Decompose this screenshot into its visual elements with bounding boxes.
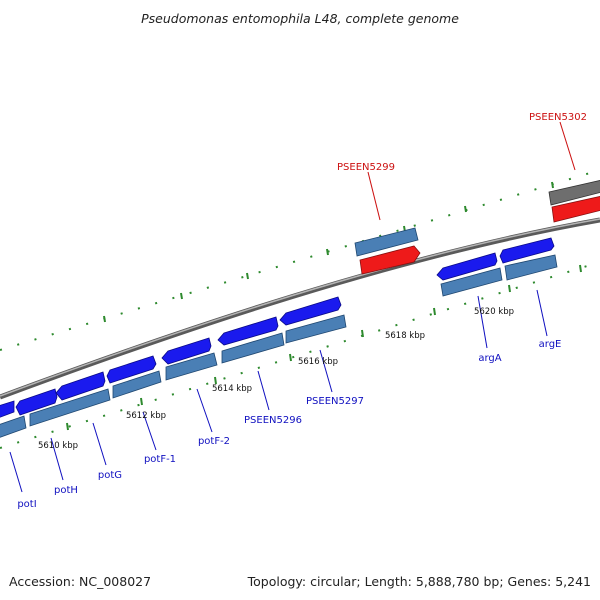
gene-arrow[interactable] (106, 355, 157, 384)
gene-arrow[interactable] (436, 252, 498, 281)
gene-label-arga[interactable]: argA (478, 353, 501, 364)
map-title: Pseudomonas entomophila L48, complete ge… (141, 11, 459, 26)
scale-label: 5616 kbp (298, 357, 338, 367)
steel-genes (0, 227, 558, 438)
scale-label: 5612 kbp (126, 411, 166, 421)
gene-label-potf-2[interactable]: potF-2 (198, 436, 230, 447)
gene-arrow[interactable] (504, 254, 558, 281)
gene-label-pseen5299[interactable]: PSEEN5299 (337, 162, 395, 173)
outer-tick-track (0, 169, 600, 351)
gene-arrow[interactable] (29, 388, 111, 427)
genome-backbone (0, 217, 600, 400)
gene-arrow[interactable] (161, 337, 212, 365)
gene-arrow[interactable] (354, 227, 419, 257)
gene-label-pseen5302[interactable]: PSEEN5302 (529, 112, 587, 123)
genome-backbone-highlight (0, 218, 600, 397)
scale-label: 5610 kbp (38, 441, 78, 451)
gene-label-poth[interactable]: potH (54, 485, 78, 496)
scale-label: 5614 kbp (212, 384, 252, 394)
gene-labels: potI potH potG potF-1 potF-2 PSEEN5296 P… (17, 112, 587, 510)
gene-arrow[interactable] (221, 332, 285, 364)
gene-arrow[interactable] (285, 314, 347, 344)
label-leaders (9, 289, 548, 493)
inner-tick-track (0, 261, 600, 449)
gene-arrow-pseen5299[interactable] (359, 245, 421, 275)
gene-label-arge[interactable]: argE (539, 339, 562, 350)
forward-genes (0, 237, 555, 418)
scale-label: 5620 kbp (474, 307, 514, 317)
gene-arrow[interactable] (0, 415, 27, 438)
gene-arrow[interactable] (440, 267, 503, 297)
gene-arrow-gray[interactable] (548, 180, 600, 206)
gene-arrow[interactable] (15, 388, 58, 416)
gene-arrow[interactable] (279, 296, 342, 326)
scale-labels: 5610 kbp 5612 kbp 5614 kbp 5616 kbp 5618… (38, 307, 514, 451)
accession-text: Accession: NC_008027 (9, 574, 151, 589)
genome-summary-text: Topology: circular; Length: 5,888,780 bp… (247, 574, 591, 589)
gene-arrow[interactable] (499, 237, 555, 264)
gene-arrow[interactable] (55, 371, 106, 401)
highlighted-genes (359, 180, 600, 275)
red-label-leaders (367, 121, 576, 221)
gene-arrow-pseen5302[interactable] (551, 196, 600, 223)
gene-label-pseen5296[interactable]: PSEEN5296 (244, 415, 302, 426)
gene-arrow[interactable] (165, 352, 218, 381)
gene-arrow[interactable] (0, 400, 15, 418)
gene-label-pseen5297[interactable]: PSEEN5297 (306, 396, 364, 407)
gene-arrow[interactable] (112, 370, 162, 399)
gene-label-potg[interactable]: potG (98, 470, 122, 481)
inner-major-ticks (66, 264, 582, 431)
gene-arrow[interactable] (217, 316, 279, 346)
scale-label: 5618 kbp (385, 331, 425, 341)
gene-label-potf-1[interactable]: potF-1 (144, 454, 176, 465)
gene-label-poti[interactable]: potI (17, 499, 36, 510)
